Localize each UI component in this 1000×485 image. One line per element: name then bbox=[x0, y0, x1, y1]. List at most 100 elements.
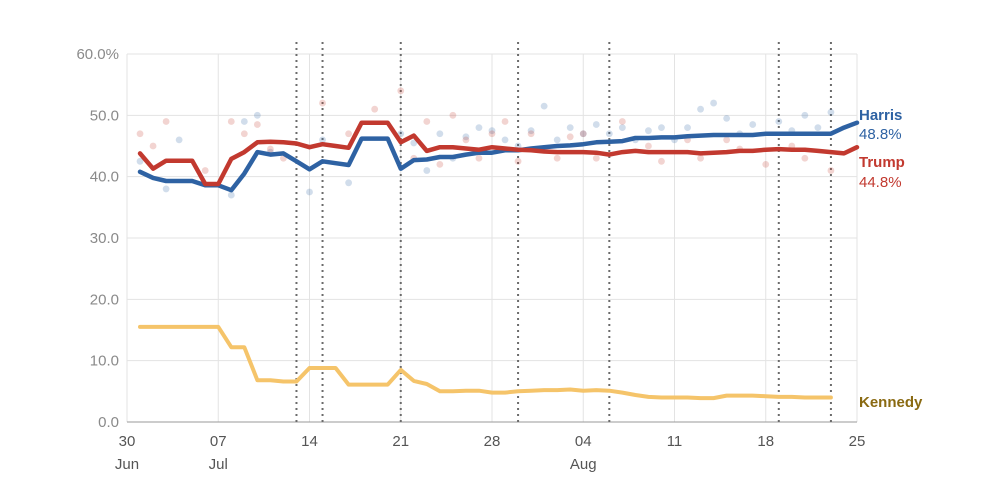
series-value-trump: 44.8% bbox=[859, 174, 902, 191]
x-tick-label: 28 bbox=[484, 433, 501, 450]
poll-dot-trump bbox=[501, 118, 509, 125]
x-tick-label: 30 bbox=[119, 433, 136, 450]
poll-dot-harris bbox=[227, 191, 235, 199]
poll-dot-harris bbox=[592, 121, 600, 128]
poll-dot-harris bbox=[775, 118, 783, 125]
x-tick-month-label: Jul bbox=[209, 456, 228, 473]
poll-dot-harris bbox=[136, 157, 144, 165]
y-tick-label: 50.0 bbox=[90, 107, 119, 124]
axis-labels: 0.0 10.0 20.0 30.0 40.0 50.0 60.0% 30 Jun 07 Jul 14… bbox=[76, 46, 865, 473]
series-value-harris: 48.8% bbox=[859, 126, 902, 143]
y-tick-label: 40.0 bbox=[90, 169, 119, 186]
poll-dot-trump bbox=[423, 118, 431, 125]
y-tick-label: 30.0 bbox=[90, 230, 119, 247]
poll-dot-trump bbox=[658, 157, 665, 165]
poll-dot-harris bbox=[436, 130, 444, 138]
trend-line-harris bbox=[137, 120, 860, 193]
poll-dot-harris bbox=[501, 136, 509, 144]
poll-dot-trump bbox=[266, 145, 274, 153]
series-label-trump: Trump bbox=[859, 154, 905, 171]
poll-dot-harris bbox=[579, 130, 587, 138]
x-tick-label: 25 bbox=[849, 433, 866, 450]
poll-dot-harris bbox=[827, 108, 835, 116]
poll-dot-harris bbox=[462, 133, 470, 141]
poll-dot-harris bbox=[345, 179, 353, 187]
series-label-kennedy: Kennedy bbox=[859, 394, 923, 411]
poll-dot-harris bbox=[488, 127, 496, 135]
series-label-harris: Harris bbox=[859, 107, 902, 124]
x-tick-label: 04 bbox=[575, 433, 592, 450]
poll-dot-harris bbox=[566, 124, 574, 131]
poll-dot-harris bbox=[397, 130, 405, 138]
poll-dot-trump bbox=[371, 105, 379, 113]
poll-dot-trump bbox=[514, 157, 522, 165]
poll-dot-trump bbox=[227, 118, 235, 125]
x-tick-label: 21 bbox=[392, 433, 409, 450]
poll-dot-trump bbox=[240, 130, 248, 138]
x-tick-label: 11 bbox=[667, 433, 683, 450]
poll-dot-harris bbox=[723, 115, 731, 122]
poll-dot-trump bbox=[201, 167, 209, 174]
poll-dot-trump bbox=[253, 121, 261, 128]
poll-dot-harris bbox=[527, 127, 535, 135]
poll-dot-harris bbox=[618, 124, 626, 131]
poll-dot-trump bbox=[488, 130, 496, 138]
poll-dot-trump bbox=[723, 136, 731, 144]
poll-dot-trump bbox=[801, 154, 809, 162]
poll-dot-trump bbox=[136, 130, 144, 138]
poll-dot-trump bbox=[697, 154, 704, 162]
poll-dot-harris bbox=[253, 111, 261, 119]
poll-dot-harris bbox=[319, 136, 326, 144]
x-tick-label: 07 bbox=[210, 433, 227, 450]
candidate-labels: Harris 48.8% Trump 44.8% Kennedy bbox=[859, 107, 923, 411]
poll-dot-trump bbox=[592, 154, 600, 162]
poll-dot-trump bbox=[566, 133, 574, 141]
poll-dot-harris bbox=[814, 124, 822, 131]
poll-dot-harris bbox=[710, 99, 718, 107]
trend-line-trump bbox=[137, 120, 860, 187]
trend-line-kennedy bbox=[138, 324, 833, 401]
poll-dot-trump bbox=[345, 130, 353, 138]
grid-layer bbox=[126, 53, 858, 423]
x-tick-month-label: Jun bbox=[115, 456, 139, 473]
poll-dot-harris bbox=[423, 167, 431, 174]
poll-dot-harris bbox=[658, 124, 665, 131]
poll-dot-trump bbox=[827, 167, 835, 174]
poll-dot-trump bbox=[436, 161, 444, 168]
poll-dot-trump bbox=[449, 111, 457, 119]
poll-dot-trump bbox=[319, 99, 326, 107]
poll-dot-harris bbox=[306, 188, 313, 196]
y-tick-label: 60.0% bbox=[76, 46, 119, 63]
poll-dot-trump bbox=[462, 136, 470, 144]
poll-dot-harris bbox=[684, 124, 691, 131]
poll-dot-harris bbox=[801, 111, 809, 119]
trend-lines bbox=[137, 120, 860, 401]
poll-dot-trump bbox=[162, 118, 170, 125]
y-tick-label: 20.0 bbox=[90, 291, 119, 308]
poll-dot-harris bbox=[697, 105, 704, 113]
x-tick-month-label: Aug bbox=[570, 456, 597, 473]
poll-dot-trump bbox=[762, 161, 770, 168]
poll-dot-trump bbox=[149, 142, 157, 150]
poll-dot-trump bbox=[579, 130, 587, 138]
poll-dot-trump bbox=[618, 118, 626, 125]
poll-dot-harris bbox=[240, 118, 248, 125]
poll-dot-trump bbox=[527, 130, 535, 138]
poll-dot-harris bbox=[475, 124, 483, 131]
poll-dot-harris bbox=[605, 130, 613, 138]
poll-dot-harris bbox=[410, 139, 418, 147]
y-tick-label: 10.0 bbox=[90, 353, 119, 370]
poll-dot-harris bbox=[645, 127, 652, 135]
x-tick-label: 18 bbox=[757, 433, 774, 450]
y-tick-label: 0.0 bbox=[98, 414, 119, 431]
poll-dot-harris bbox=[553, 136, 561, 144]
poll-dot-trump bbox=[553, 154, 561, 162]
poll-dot-trump bbox=[645, 142, 652, 150]
poll-dot-harris bbox=[540, 102, 548, 110]
poll-dot-harris bbox=[749, 121, 757, 128]
poll-dot-trump bbox=[397, 87, 405, 95]
poll-dots bbox=[136, 87, 835, 199]
poll-dot-trump bbox=[475, 154, 483, 162]
